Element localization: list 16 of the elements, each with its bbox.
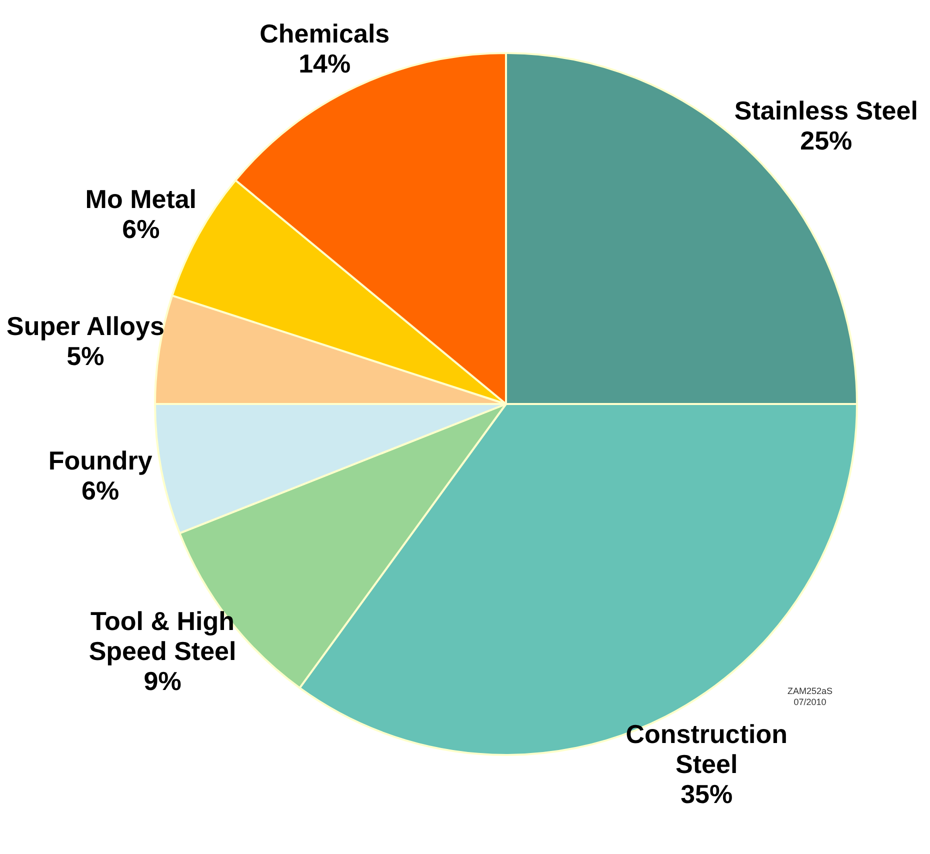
data-label: 6% bbox=[82, 475, 120, 506]
slice-label: Tool & High Speed Steel bbox=[88, 606, 236, 666]
text: ZAM252aS bbox=[786, 686, 834, 697]
data-label: 6% bbox=[122, 214, 160, 244]
slice-label: Construction Steel bbox=[626, 718, 788, 779]
data-label: 5% bbox=[66, 341, 104, 372]
text: 07/2010 bbox=[792, 697, 828, 708]
data-label: 35% bbox=[680, 778, 733, 809]
data-label: 14% bbox=[298, 48, 351, 78]
slice-label: Stainless Steel bbox=[734, 96, 918, 126]
slice-label: Chemicals bbox=[260, 18, 390, 48]
slice-label: Foundry bbox=[48, 445, 153, 476]
data-label: 9% bbox=[144, 666, 182, 696]
slice-label: Mo Metal bbox=[85, 184, 197, 214]
slice-label: Super Alloys bbox=[6, 311, 164, 342]
data-label: 25% bbox=[800, 126, 852, 156]
